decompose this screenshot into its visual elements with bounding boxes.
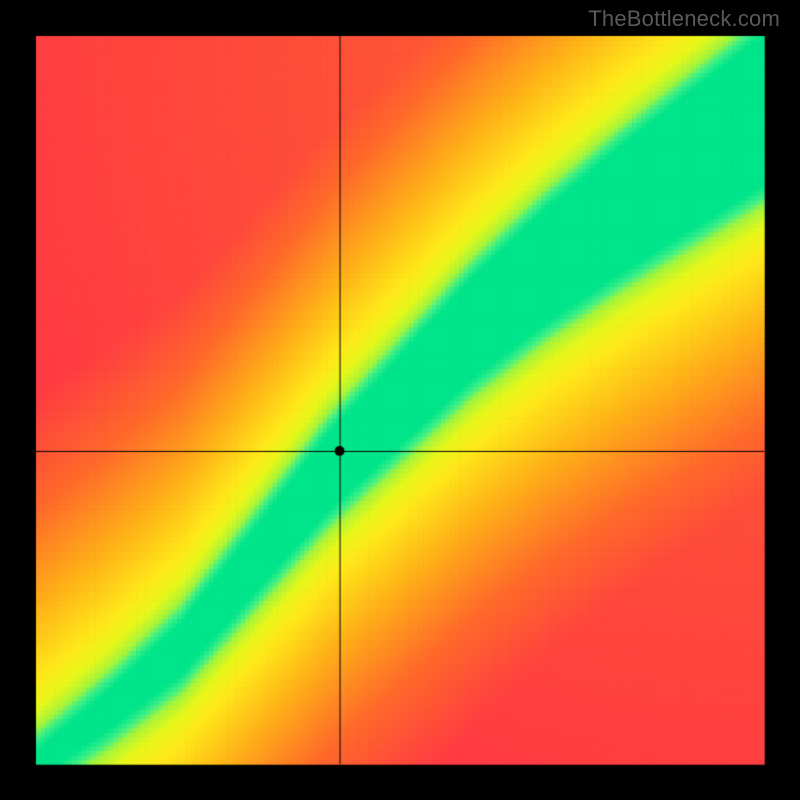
chart-container: TheBottleneck.com	[0, 0, 800, 800]
watermark-text: TheBottleneck.com	[588, 6, 780, 32]
heatmap-canvas	[0, 0, 800, 800]
